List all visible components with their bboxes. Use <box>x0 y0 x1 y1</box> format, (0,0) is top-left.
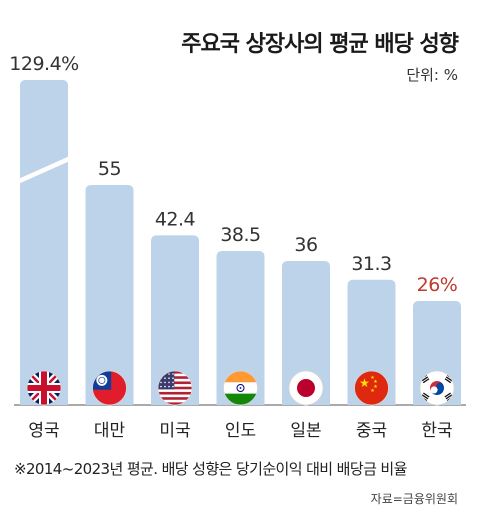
svg-text:★: ★ <box>359 376 370 390</box>
china-flag-icon: ★ ★★★★ <box>354 370 389 406</box>
svg-text:★: ★ <box>370 388 375 394</box>
category-label: 인도 <box>225 421 256 441</box>
korea-flag-icon <box>419 370 455 406</box>
value-label: 38.5 <box>220 224 260 246</box>
svg-text:★: ★ <box>373 379 378 385</box>
category-label: 중국 <box>356 421 387 441</box>
category-label: 영국 <box>28 421 59 441</box>
unit-label: 단위: % <box>406 66 458 84</box>
category-label: 한국 <box>421 421 452 441</box>
category-label: 대만 <box>94 421 126 441</box>
value-label: 36 <box>294 234 317 256</box>
bar <box>85 185 134 405</box>
axis-break-mark <box>16 155 72 185</box>
japan-flag-icon <box>288 370 324 406</box>
value-label: 31.3 <box>351 253 391 275</box>
bar <box>347 279 396 405</box>
category-label: 미국 <box>159 421 190 441</box>
bar <box>216 251 265 405</box>
footnote: ※2014~2023년 평균. 배당 성향은 당기순이익 대비 배당금 비율 <box>14 460 407 478</box>
svg-text:★: ★ <box>370 375 375 381</box>
uk-flag-icon <box>26 370 62 406</box>
value-label: 42.4 <box>155 208 196 230</box>
bar <box>20 80 68 405</box>
value-label: 129.4% <box>9 53 78 75</box>
svg-text:★: ★ <box>373 384 378 390</box>
chart-title: 주요국 상장사의 평균 배당 성향 <box>181 32 459 57</box>
bar <box>151 235 199 405</box>
source-label: 자료=금융위원회 <box>370 492 458 506</box>
india-flag-icon <box>223 370 258 406</box>
usa-flag-icon <box>157 370 193 406</box>
value-label: 55 <box>98 158 121 180</box>
category-label: 일본 <box>290 421 321 441</box>
bar <box>282 261 330 405</box>
taiwan-flag-icon <box>92 370 127 406</box>
value-label: 26% <box>417 274 458 296</box>
